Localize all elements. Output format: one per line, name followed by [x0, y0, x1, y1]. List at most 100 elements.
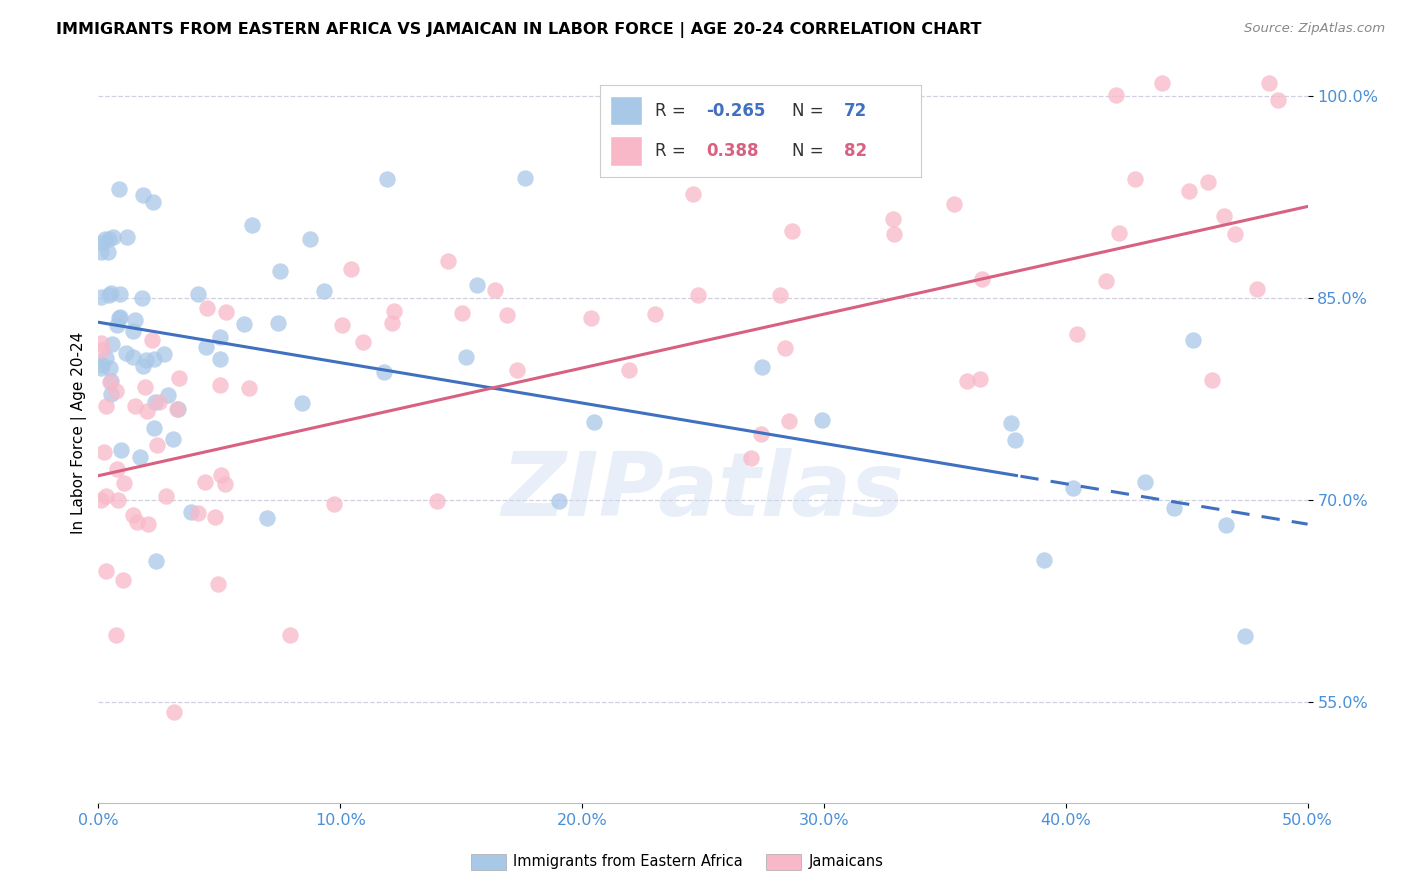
Point — [969, 372, 991, 386]
Point — [135, 353, 157, 368]
Point — [124, 313, 146, 327]
Point — [740, 451, 762, 466]
Point — [883, 227, 905, 241]
Point — [143, 395, 166, 409]
Point — [644, 307, 666, 321]
Point — [90, 335, 112, 350]
Point — [93, 231, 115, 245]
Point — [91, 358, 114, 372]
Point — [107, 493, 129, 508]
Point — [110, 442, 132, 457]
Point — [323, 497, 346, 511]
Point — [97, 231, 120, 245]
Point — [375, 171, 398, 186]
Point — [382, 304, 405, 318]
Point — [513, 170, 536, 185]
Point — [195, 340, 218, 354]
Point — [169, 371, 191, 385]
Point — [136, 516, 159, 531]
Point — [90, 492, 112, 507]
Point — [617, 363, 640, 377]
Point — [98, 361, 121, 376]
Point — [373, 365, 395, 379]
Point — [105, 461, 128, 475]
Point — [810, 413, 832, 427]
Point — [180, 505, 202, 519]
Point — [143, 421, 166, 435]
Point — [108, 311, 131, 326]
Point — [209, 330, 232, 344]
Point — [93, 445, 115, 459]
Point — [124, 399, 146, 413]
Point — [104, 384, 127, 398]
Point — [1233, 629, 1256, 643]
Point — [96, 244, 118, 259]
Point — [1095, 274, 1118, 288]
Point — [90, 290, 112, 304]
Point — [1267, 93, 1289, 107]
Point — [682, 186, 704, 201]
Point — [94, 564, 117, 578]
Point — [232, 317, 254, 331]
Text: IMMIGRANTS FROM EASTERN AFRICA VS JAMAICAN IN LABOR FORCE | AGE 20-24 CORRELATIO: IMMIGRANTS FROM EASTERN AFRICA VS JAMAIC… — [56, 22, 981, 38]
Point — [131, 291, 153, 305]
Point — [100, 387, 122, 401]
Text: Source: ZipAtlas.com: Source: ZipAtlas.com — [1244, 22, 1385, 36]
Point — [90, 343, 112, 357]
Point — [97, 288, 120, 302]
Point — [1197, 175, 1219, 189]
Point — [751, 360, 773, 375]
Point — [291, 395, 314, 409]
Point — [465, 278, 488, 293]
Point — [1000, 417, 1022, 431]
Point — [450, 306, 472, 320]
Text: Immigrants from Eastern Africa: Immigrants from Eastern Africa — [513, 855, 742, 869]
Point — [209, 468, 232, 483]
Point — [484, 283, 506, 297]
Point — [1062, 481, 1084, 495]
Point — [101, 336, 124, 351]
Point — [142, 351, 165, 366]
Point — [238, 381, 260, 395]
Point — [104, 627, 127, 641]
Point — [100, 374, 122, 388]
Point — [749, 426, 772, 441]
Point — [269, 264, 291, 278]
Point — [100, 285, 122, 300]
Point — [110, 287, 132, 301]
Point — [299, 232, 322, 246]
Point — [208, 351, 231, 366]
Point — [146, 438, 169, 452]
Point — [340, 262, 363, 277]
Point — [1033, 552, 1056, 566]
Point — [122, 350, 145, 364]
Point — [128, 450, 150, 465]
Point — [94, 399, 117, 413]
Text: ZIPatlas: ZIPatlas — [502, 449, 904, 535]
Point — [1004, 433, 1026, 447]
Point — [167, 401, 190, 416]
Point — [1178, 184, 1201, 198]
Point — [101, 230, 124, 244]
Point — [1123, 172, 1146, 186]
Point — [256, 511, 278, 525]
Point — [352, 334, 374, 349]
Point — [214, 476, 236, 491]
Point — [330, 318, 353, 332]
Point — [582, 415, 605, 429]
Point — [94, 489, 117, 503]
Point — [778, 414, 800, 428]
Point — [153, 347, 176, 361]
Point — [194, 475, 217, 489]
Point — [1201, 374, 1223, 388]
Point — [1225, 227, 1247, 241]
Point — [162, 433, 184, 447]
Point — [1246, 282, 1268, 296]
Point — [496, 309, 519, 323]
Point — [877, 150, 900, 164]
Point — [204, 510, 226, 524]
Point — [1108, 227, 1130, 241]
Point — [314, 284, 336, 298]
Point — [240, 218, 263, 232]
Point — [141, 333, 163, 347]
